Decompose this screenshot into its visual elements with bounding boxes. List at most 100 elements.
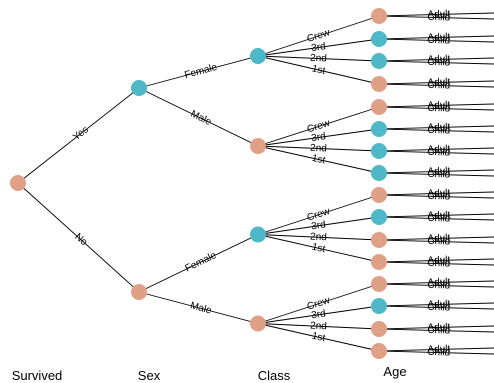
class-node [371,187,387,203]
edge-age-child [378,83,494,88]
edge-class-2nd [257,323,380,330]
edge-label-age-child: Child [427,57,450,69]
edge-label-age-adult: Adult [427,344,450,356]
edge-label-age-child: Child [427,125,450,137]
edge-label-age-adult: Adult [427,166,450,178]
edge-label-age-child: Child [427,12,450,24]
survived-node [131,284,147,300]
edge-class-1st [257,323,380,352]
edge-label-age-child: Child [427,147,450,159]
edge-age-adult [378,258,494,263]
edge-age-child [378,239,494,244]
edge-label-class-1st: 1st [311,331,327,345]
edge-label-age-adult: Adult [427,77,450,89]
edge-age-adult [378,191,494,196]
edge-label-class-1st: 1st [311,63,327,77]
edge-age-child [378,328,494,333]
edge-age-child [378,150,494,155]
edge-label-age-adult: Adult [427,9,450,21]
edge-label-male: Male [189,109,214,129]
edge-label-age-child: Child [427,325,450,337]
class-node [371,276,387,292]
edge-age-adult [378,169,494,174]
edge-class-1st [257,55,380,85]
class-node [371,343,387,359]
edge-age-adult [378,80,494,85]
edge-age-child [378,15,494,20]
edge-age-child [378,60,494,65]
edge-label-yes: Yes [71,124,91,143]
edge-label-age-adult: Adult [427,122,450,134]
class-node [371,298,387,314]
edge-age-child [378,106,494,111]
edge-label-age-child: Child [427,169,450,181]
edge-sex-male [138,291,259,324]
edge-age-adult [378,213,494,218]
edge-age-adult [378,125,494,130]
class-node [371,321,387,337]
edge-label-age-adult: Adult [427,144,450,156]
class-node [371,209,387,225]
edge-label-male: Male [189,300,213,316]
edge-survived-yes [17,87,140,184]
nodes-layer [10,8,387,359]
class-node [371,99,387,115]
edge-label-age-adult: Adult [427,322,450,334]
sex-node [250,138,266,154]
edge-age-adult [378,35,494,40]
edge-class-crew [257,15,380,57]
sex-node [250,48,266,64]
survived-node [131,80,147,96]
edge-survived-no [17,182,140,293]
edge-label-class-2nd: 2nd [310,321,327,333]
edge-age-adult [378,280,494,285]
edge-class-1st [257,234,380,263]
edge-label-age-child: Child [427,258,450,270]
edge-label-age-adult: Adult [427,188,450,200]
edge-label-age-child: Child [427,80,450,92]
edge-age-adult [378,12,494,17]
level-label-sex: Sex [138,368,161,383]
edge-class-3rd [257,305,380,324]
edge-sex-male [138,87,259,147]
class-node [371,31,387,47]
edge-age-child [378,194,494,199]
level-label-survived: Survived [12,368,63,383]
edge-age-child [378,172,494,177]
edge-age-child [378,261,494,266]
edge-age-adult [378,325,494,330]
edge-age-adult [378,236,494,241]
edge-label-class-1st: 1st [311,242,327,256]
class-node [371,53,387,69]
edge-label-class-2nd: 2nd [310,232,327,244]
edge-label-age-adult: Adult [427,277,450,289]
edge-label-class-3rd: 3rd [311,219,327,232]
level-label-age: Age [383,364,406,379]
edge-label-age-adult: Adult [427,255,450,267]
edge-age-adult [378,147,494,152]
edge-class-3rd [257,216,380,235]
edge-class-crew [257,106,380,147]
edge-label-age-child: Child [427,103,450,115]
level-labels: Survived Sex Class Age [12,364,407,383]
edge-label-age-child: Child [427,191,450,203]
class-node [371,121,387,137]
edge-age-adult [378,57,494,62]
edge-label-age-child: Child [427,302,450,314]
edge-sex-female [138,55,259,89]
edge-label-class-3rd: 3rd [311,308,327,321]
edge-age-child [378,216,494,221]
edge-label-age-adult: Adult [427,299,450,311]
edge-class-3rd [257,128,380,147]
class-node [371,165,387,181]
edge-label-age-child: Child [427,236,450,248]
edge-label-class-2nd: 2nd [310,53,327,65]
edge-label-class-3rd: 3rd [311,41,327,54]
root-node [10,175,26,191]
edge-sex-female [138,234,259,293]
edge-age-adult [378,302,494,307]
class-node [371,143,387,159]
edge-class-2nd [257,145,380,152]
sex-node [250,226,266,243]
